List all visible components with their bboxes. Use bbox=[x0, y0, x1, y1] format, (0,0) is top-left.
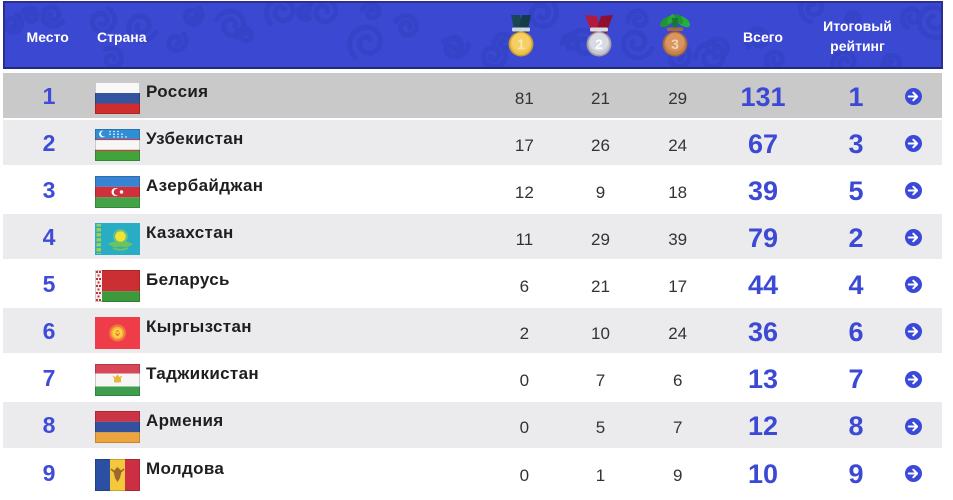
svg-text:3: 3 bbox=[671, 36, 679, 52]
svg-text:1: 1 bbox=[517, 36, 525, 52]
svg-text:2: 2 bbox=[595, 36, 603, 52]
